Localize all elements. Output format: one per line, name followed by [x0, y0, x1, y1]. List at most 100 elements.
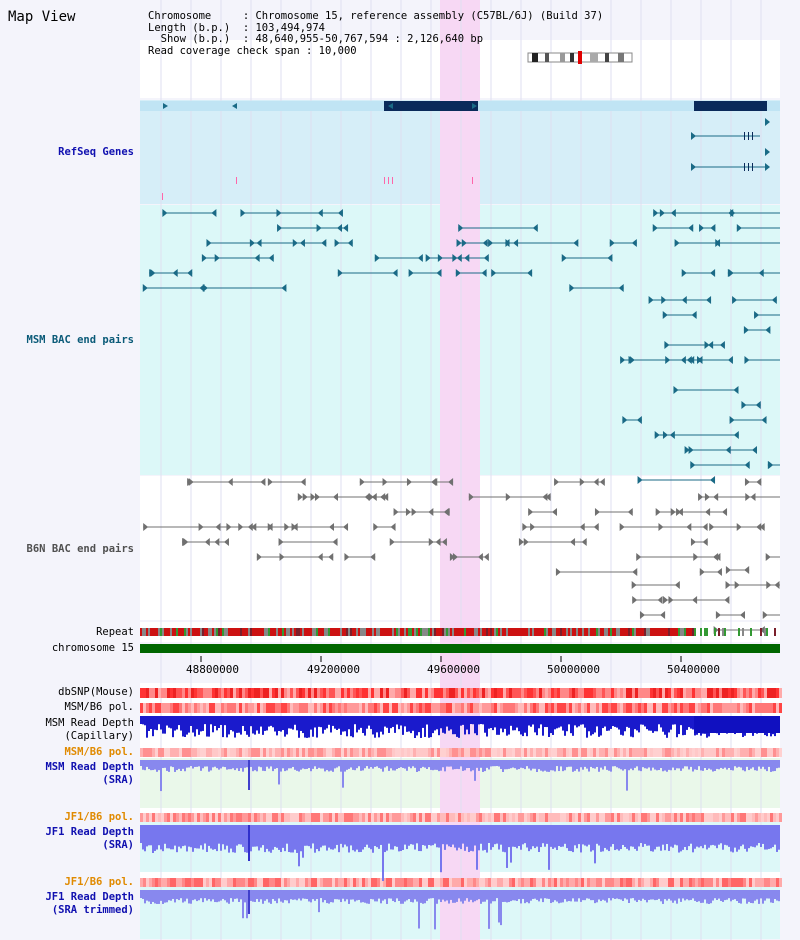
track-label-msm-depth-capillary[interactable]: MSM Read Depth (Capillary)	[45, 717, 134, 743]
jf1-trimmed-depth	[404, 890, 406, 902]
msm-bac-pair-end	[765, 326, 771, 334]
repeat-mark	[604, 628, 606, 636]
repeat-mark	[550, 628, 552, 636]
msm-pol-density	[701, 703, 704, 713]
msm-capillary-depth	[418, 716, 420, 733]
jf1-trimmed-depth	[398, 890, 400, 901]
jf1-sra-depth	[152, 825, 154, 853]
msm-pol-density	[413, 703, 416, 713]
track-label-repeat[interactable]: Repeat	[96, 626, 134, 638]
msm-bac-pair-end	[374, 254, 380, 262]
dbsnp-density	[668, 688, 671, 698]
track-label-line: JF1 Read Depth	[45, 891, 134, 903]
jf1-trimmed-depth	[758, 890, 760, 904]
b6n-bac-pair-end	[745, 493, 751, 501]
jf1-pol-density	[422, 813, 425, 822]
track-label-jf1-pol-2[interactable]: JF1/B6 pol.	[64, 876, 134, 888]
msm-sra-depth	[154, 760, 156, 770]
jf1-pol-density	[155, 878, 158, 887]
b6n-bac-pair-end	[762, 611, 768, 619]
msm-pol-density	[236, 748, 239, 757]
msm-sra-depth	[464, 760, 466, 771]
msm-capillary-depth	[464, 716, 466, 735]
msm-sra-depth	[398, 760, 400, 769]
dbsnp-density	[644, 688, 647, 698]
track-label-refseq[interactable]: RefSeq Genes	[58, 146, 134, 158]
jf1-trimmed-depth	[494, 890, 496, 902]
msm-capillary-depth	[258, 716, 260, 734]
msm-capillary-depth	[290, 716, 292, 729]
jf1-trimmed-depth	[488, 890, 490, 929]
msm-capillary-depth	[560, 716, 562, 727]
msm-capillary-depth	[520, 716, 522, 735]
msm-sra-depth	[206, 760, 208, 767]
jf1-pol-density	[755, 878, 758, 887]
msm-sra-depth	[546, 760, 548, 772]
dbsnp-density	[413, 688, 416, 698]
jf1-pol-density	[674, 878, 677, 887]
jf1-sra-depth	[250, 825, 252, 852]
track-label-dbsnp[interactable]: dbSNP(Mouse)	[58, 686, 134, 698]
track-label-msm-pol-1[interactable]: MSM/B6 pol.	[64, 701, 134, 713]
msm-bac-pair-end	[732, 296, 738, 304]
msm-pol-density	[302, 748, 305, 757]
track-label-b6n-bac[interactable]: B6N BAC end pairs	[26, 543, 134, 555]
dbsnp-density	[305, 688, 308, 698]
msm-sra-depth	[246, 760, 248, 768]
msm-sra-depth	[292, 760, 294, 767]
jf1-trimmed-depth	[370, 890, 372, 899]
jf1-pol-density	[311, 813, 314, 822]
msm-pol-density	[422, 703, 425, 713]
msm-capillary-depth	[268, 716, 270, 727]
track-label-jf1-pol-1[interactable]: JF1/B6 pol.	[64, 811, 134, 823]
jf1-pol-density	[497, 878, 500, 887]
msm-bac-pair-end	[736, 224, 742, 232]
dbsnp-density	[365, 688, 368, 698]
msm-bac-pair-end	[636, 416, 642, 424]
msm-capillary-depth	[358, 716, 360, 730]
track-label-msm-depth-sra[interactable]: MSM Read Depth (SRA)	[45, 761, 134, 787]
jf1-sra-depth	[172, 825, 174, 850]
msm-capillary-depth	[642, 716, 644, 725]
track-label-msm-bac[interactable]: MSM BAC end pairs	[26, 334, 134, 346]
msm-pol-density	[713, 703, 716, 713]
jf1-trimmed-depth	[594, 890, 596, 904]
repeat-mark	[274, 628, 276, 636]
jf1-trimmed-depth	[182, 890, 184, 903]
msm-sra-depth	[594, 760, 596, 769]
msm-pol-density	[482, 703, 485, 713]
msm-capillary-depth	[296, 716, 298, 731]
jf1-trimmed-depth	[568, 890, 570, 902]
dbsnp-density	[143, 688, 146, 698]
jf1-trimmed-depth	[650, 890, 652, 900]
dbsnp-density	[446, 688, 449, 698]
msm-sra-depth	[416, 760, 418, 772]
msm-capillary-depth	[674, 716, 676, 725]
jf1-pol-density	[185, 813, 188, 822]
track-label-jf1-depth-trimmed[interactable]: JF1 Read Depth (SRA trimmed)	[45, 891, 134, 917]
msm-capillary-depth	[598, 716, 600, 737]
dbsnp-density	[152, 688, 155, 698]
jf1-sra-depth	[326, 825, 328, 851]
dbsnp-density	[698, 688, 701, 698]
msm-capillary-depth	[512, 716, 514, 731]
track-label-jf1-depth-sra[interactable]: JF1 Read Depth (SRA)	[45, 826, 134, 852]
msm-pol-density	[590, 703, 593, 713]
repeat-mark	[284, 628, 286, 636]
msm-pol-density	[725, 748, 728, 757]
msm-sra-depth	[226, 760, 228, 770]
repeat-mark	[714, 628, 716, 636]
b6n-bac-pair-end	[736, 523, 742, 531]
repeat-mark	[330, 628, 332, 636]
jf1-pol-density	[401, 813, 404, 822]
msm-capillary-depth	[666, 716, 668, 738]
msm-pol-density	[209, 748, 212, 757]
msm-capillary-depth	[168, 716, 170, 728]
msm-sra-depth	[450, 760, 452, 767]
jf1-pol-density	[770, 878, 773, 887]
msm-pol-density	[677, 703, 680, 713]
track-label-msm-pol-2[interactable]: MSM/B6 pol.	[64, 746, 134, 758]
jf1-sra-depth	[312, 825, 314, 844]
jf1-sra-depth	[624, 825, 626, 847]
